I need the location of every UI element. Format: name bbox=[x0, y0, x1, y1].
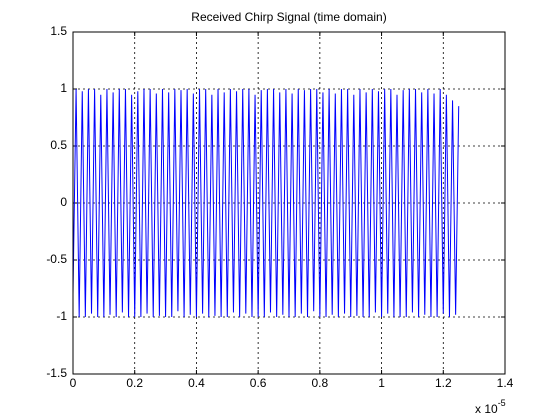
x-tick-label: 0.8 bbox=[312, 376, 329, 390]
y-tick-label: 1.5 bbox=[50, 24, 67, 38]
x-tick-label: 0.2 bbox=[126, 376, 143, 390]
chart-title: Received Chirp Signal (time domain) bbox=[191, 10, 386, 24]
y-tick-label: -0.5 bbox=[46, 252, 67, 266]
x-tick-label: 0 bbox=[70, 376, 77, 390]
y-tick-label: -1.5 bbox=[46, 366, 67, 380]
y-tick-label: 1 bbox=[60, 81, 67, 95]
y-tick-label: 0.5 bbox=[50, 138, 67, 152]
x-tick-label: 0.4 bbox=[188, 376, 205, 390]
y-tick-label: 0 bbox=[60, 195, 67, 209]
signal-line bbox=[72, 88, 460, 318]
x-tick-label: 1.2 bbox=[435, 376, 452, 390]
x-multiplier-base: x 10 bbox=[475, 402, 498, 416]
x-multiplier-exponent: -5 bbox=[498, 398, 506, 408]
plot-frame bbox=[72, 31, 506, 375]
x-tick-label: 1 bbox=[378, 376, 385, 390]
x-tick-label: 1.4 bbox=[497, 376, 514, 390]
y-tick-label: -1 bbox=[56, 309, 67, 323]
x-multiplier: x 10-5 bbox=[475, 398, 506, 416]
x-tick-label: 0.6 bbox=[250, 376, 267, 390]
